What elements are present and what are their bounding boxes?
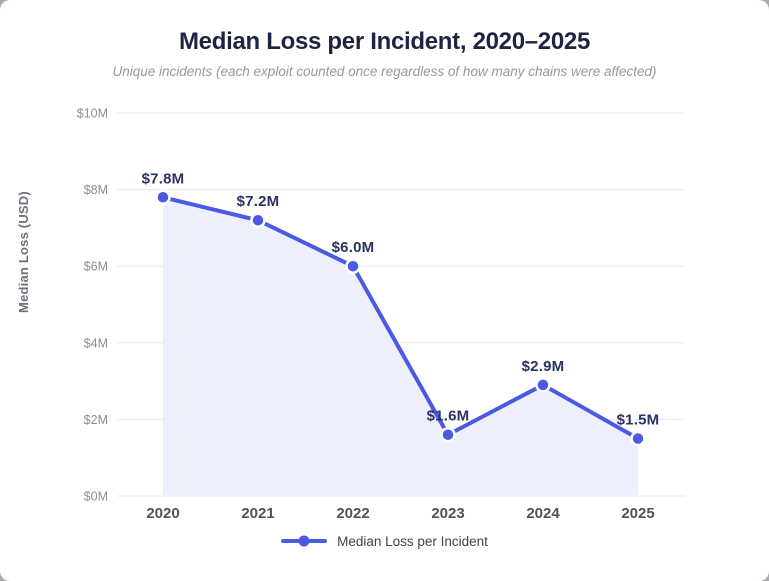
- data-point-2023[interactable]: [440, 426, 456, 443]
- y-tick-label: $8M: [84, 183, 108, 197]
- data-point-2020[interactable]: [155, 189, 171, 206]
- y-tick-label: $10M: [77, 107, 108, 121]
- data-label: $7.8M: [142, 170, 185, 187]
- trend-line: [161, 195, 640, 441]
- data-point-2021[interactable]: [250, 212, 266, 228]
- x-tick-label: 2025: [621, 505, 654, 522]
- data-label: $7.2M: [237, 193, 280, 210]
- legend-label: Median Loss per Incident: [337, 533, 488, 549]
- x-tick-label: 2020: [146, 505, 179, 522]
- legend-line-marker-icon: [281, 535, 328, 547]
- y-tick-label: $0M: [84, 490, 108, 504]
- x-tick-label: 2021: [241, 505, 274, 522]
- data-point-2024[interactable]: [535, 377, 551, 393]
- chart-subtitle: Unique incidents (each exploit counted o…: [112, 64, 657, 79]
- data-label: $6.0M: [332, 239, 375, 256]
- chart-title: Median Loss per Incident, 2020–2025: [178, 28, 590, 55]
- x-tick-label: 2024: [526, 505, 560, 522]
- data-label: $1.5M: [617, 412, 660, 429]
- data-point-2025[interactable]: [630, 430, 646, 447]
- legend: Median Loss per Incident: [0, 530, 769, 552]
- data-label: $2.9M: [522, 358, 565, 375]
- x-tick-label: 2022: [336, 505, 369, 522]
- y-tick-label: $6M: [84, 260, 108, 274]
- y-tick-label: $2M: [84, 413, 108, 427]
- area-fill: [163, 197, 638, 496]
- x-tick-label: 2023: [431, 505, 464, 522]
- data-label: $1.6M: [427, 408, 470, 425]
- data-point-2022[interactable]: [345, 258, 361, 274]
- y-tick-label: $4M: [84, 336, 108, 350]
